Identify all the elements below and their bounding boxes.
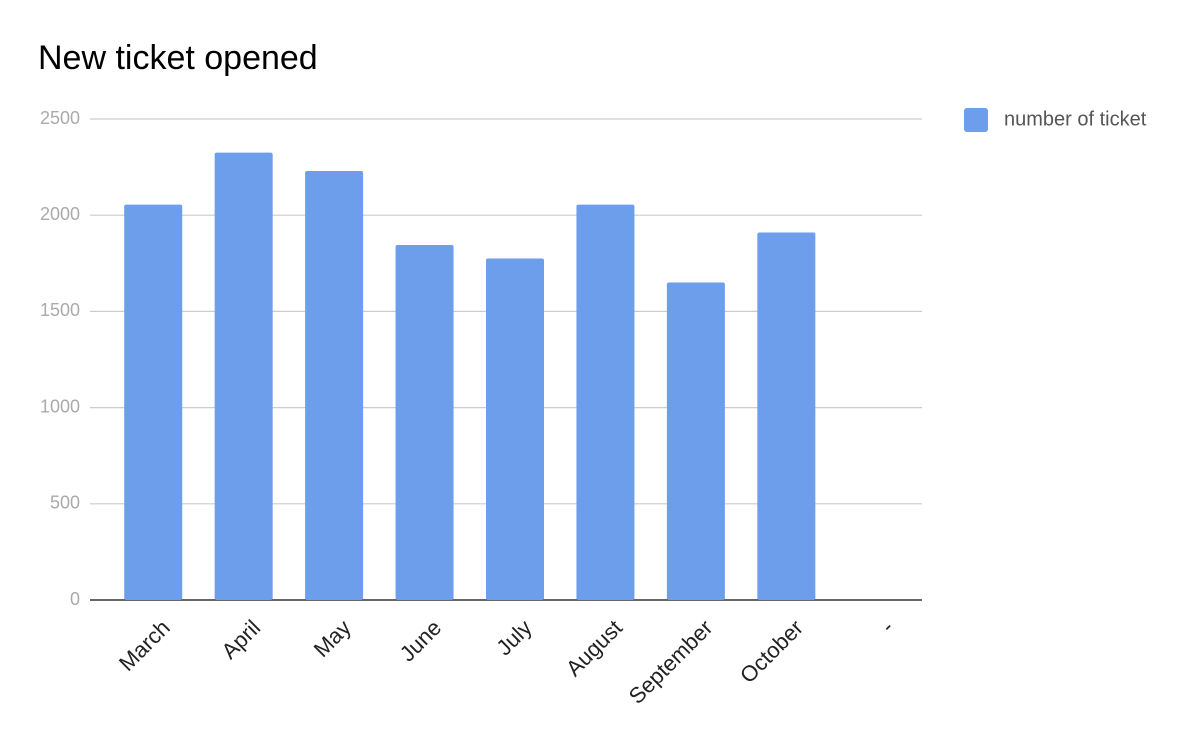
bar [666, 282, 725, 600]
y-tick-label: 0 [70, 589, 80, 609]
y-tick-label: 2000 [40, 204, 80, 224]
bar [576, 204, 635, 601]
y-tick-label: 1500 [40, 300, 80, 320]
chart-title: New ticket opened [38, 39, 318, 77]
bar [757, 232, 816, 601]
bar [305, 170, 364, 600]
bar [486, 258, 544, 600]
bar [124, 204, 183, 601]
legend-swatch [964, 108, 988, 132]
bar [395, 245, 454, 600]
y-tick-label: 2500 [40, 108, 80, 128]
bar [214, 152, 273, 601]
y-tick-label: 1000 [40, 396, 80, 416]
y-tick-label: 500 [50, 493, 80, 513]
legend-label: number of ticket [1004, 108, 1147, 130]
